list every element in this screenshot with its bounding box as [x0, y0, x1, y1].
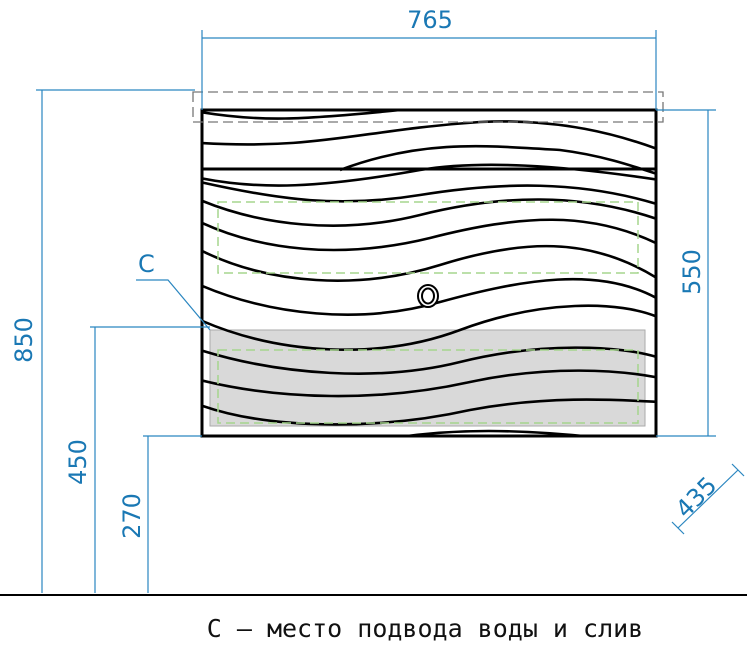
bottom-height-label: 270	[118, 493, 146, 539]
connection-height-label: 450	[64, 439, 92, 485]
connection-zone	[209, 329, 646, 427]
dimension-depth: 435	[670, 463, 745, 535]
total-height-label: 850	[10, 317, 38, 363]
dimension-cabinet-height: 550	[656, 109, 716, 437]
upper-drawer-outline	[217, 201, 639, 274]
dimension-connection-height: 450	[64, 326, 210, 593]
marker-label: C	[138, 250, 155, 278]
depth-label: 435	[670, 471, 722, 523]
width-label: 765	[407, 6, 453, 34]
lower-drawer-outline	[217, 349, 639, 424]
cabinet-height-label: 550	[678, 249, 706, 295]
dimension-width: 765	[201, 6, 657, 110]
dimension-bottom-height: 270	[118, 435, 202, 593]
countertop-outline	[192, 91, 664, 123]
dimension-total-height: 850	[10, 89, 195, 593]
connection-marker: C	[136, 250, 211, 331]
caption: C – место подвода воды и слив	[207, 614, 644, 643]
knob-icon	[417, 284, 439, 308]
cabinet-outline	[200, 108, 658, 438]
